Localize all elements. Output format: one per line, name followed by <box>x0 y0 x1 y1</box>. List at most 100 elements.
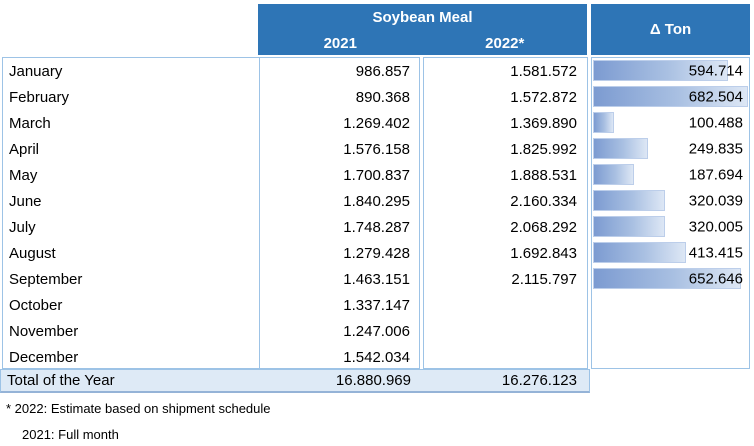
value-2021-cell: 1.542.034 <box>259 344 419 370</box>
delta-value-cell: 682.504 <box>688 88 743 106</box>
column-header-2022: 2022* <box>485 34 525 52</box>
table-row: 320.039 <box>592 188 749 214</box>
table-row <box>592 344 749 370</box>
value-2021-cell: 890.368 <box>259 84 419 110</box>
delta-databar <box>593 60 728 81</box>
value-2022-cell: 1.581.572 <box>510 62 577 80</box>
column-header-delta-ton: Δ Ton <box>591 4 750 55</box>
delta-databar <box>593 268 742 289</box>
value-2022-cell <box>424 318 587 344</box>
table-row: April 1.576.158 <box>3 136 419 162</box>
value-2022-cell: 1.692.843 <box>510 244 577 262</box>
month-cell: January <box>9 62 63 80</box>
delta-ton-column: 594.714 682.504 100.488 249.835 187.694 320.0… <box>591 57 750 369</box>
table-row: August 1.279.428 <box>3 240 419 266</box>
table-row: 187.694 <box>592 162 749 188</box>
value-2022-cell: 1.888.531 <box>510 166 577 184</box>
table-row: 1.692.843 <box>424 240 587 266</box>
table-title: Soybean Meal <box>372 9 473 26</box>
table-row: 320.005 <box>592 214 749 240</box>
delta-databar <box>593 86 748 107</box>
value-2022-cell <box>424 344 587 370</box>
month-cell: August <box>9 244 56 262</box>
month-cell: September <box>9 270 83 288</box>
table-row: November 1.247.006 <box>3 318 419 344</box>
table-row <box>424 292 587 318</box>
total-2021-value: 16.880.969 <box>335 372 411 389</box>
month-and-2021-column: January 986.857 February 890.368 March 1.269.… <box>2 57 420 370</box>
delta-databar <box>593 190 665 211</box>
total-row-label: Total of the Year <box>7 372 115 389</box>
delta-value-cell: 413.415 <box>688 244 743 262</box>
delta-value-cell: 652.646 <box>688 270 743 288</box>
table-row: July 1.748.287 <box>3 214 419 240</box>
table-row: 2.068.292 <box>424 214 587 240</box>
footnote-2022-estimate: * 2022: Estimate based on shipment sched… <box>6 401 271 416</box>
table-row <box>592 292 749 318</box>
value-2021-cell: 1.247.006 <box>259 318 419 344</box>
table-row: 1.581.572 <box>424 58 587 84</box>
value-2021-cell: 1.463.151 <box>259 266 419 292</box>
value-2021-cell: 986.857 <box>259 58 419 84</box>
total-2022-value: 16.276.123 <box>501 372 577 389</box>
total-row: Total of the Year 16.880.969 16.276.123 <box>0 369 590 393</box>
value-2021-cell: 1.269.402 <box>259 110 419 136</box>
table-row: October 1.337.147 <box>3 292 419 318</box>
table-row: 249.835 <box>592 136 749 162</box>
month-cell: March <box>9 114 51 132</box>
table-row: 413.415 <box>592 240 749 266</box>
delta-value-cell: 100.488 <box>688 114 743 132</box>
value-2022-cell: 2.115.797 <box>511 270 577 288</box>
delta-value-cell: 249.835 <box>688 140 743 158</box>
delta-databar <box>593 242 687 263</box>
table-row: 1.572.872 <box>424 84 587 110</box>
table-row: 594.714 <box>592 58 749 84</box>
value-2022-cell: 2.068.292 <box>510 218 577 236</box>
value-2021-cell: 1.576.158 <box>259 136 419 162</box>
table-row: 682.504 <box>592 84 749 110</box>
delta-databar <box>593 164 635 185</box>
table-row <box>424 318 587 344</box>
month-cell: April <box>9 140 40 158</box>
value-2021-cell: 1.279.428 <box>259 240 419 266</box>
delta-value-cell: 320.039 <box>688 192 743 210</box>
table-row: 1.369.890 <box>424 110 587 136</box>
value-2022-cell: 1.572.872 <box>510 88 577 106</box>
table-row: 652.646 <box>592 266 749 292</box>
value-2022-cell: 2.160.334 <box>510 192 577 210</box>
month-cell: June <box>9 192 42 210</box>
year-header-row: 2021 2022* <box>258 31 587 55</box>
delta-databar <box>593 138 649 159</box>
delta-value-cell: 594.714 <box>688 62 743 80</box>
value-2022-cell <box>424 292 587 318</box>
value-2021-cell: 1.700.837 <box>259 162 419 188</box>
month-cell: July <box>9 218 36 236</box>
table-row: 2.160.334 <box>424 188 587 214</box>
month-cell: November <box>9 322 79 340</box>
table-row <box>424 344 587 370</box>
table-row: June 1.840.295 <box>3 188 419 214</box>
value-2022-cell: 1.825.992 <box>510 140 577 158</box>
table-row: 2.115.797 <box>424 266 587 292</box>
table-row: 1.888.531 <box>424 162 587 188</box>
table-row: 1.825.992 <box>424 136 587 162</box>
table-row <box>592 318 749 344</box>
table-row: March 1.269.402 <box>3 110 419 136</box>
delta-value-cell: 187.694 <box>688 166 743 184</box>
table-row: December 1.542.034 <box>3 344 419 370</box>
2022-column: 1.581.572 1.572.872 1.369.890 1.825.992 1.88… <box>423 57 588 369</box>
value-2022-cell: 1.369.890 <box>510 114 577 132</box>
footnote-2021-full-month: 2021: Full month <box>22 427 119 442</box>
table-row: May 1.700.837 <box>3 162 419 188</box>
month-cell: October <box>9 296 63 314</box>
table-row: January 986.857 <box>3 58 419 84</box>
table-header-group: Soybean Meal 2021 2022* <box>258 4 587 55</box>
column-header-2021: 2021 <box>323 34 357 52</box>
delta-databar <box>593 112 615 133</box>
value-2021-cell: 1.840.295 <box>259 188 419 214</box>
table-row: September 1.463.151 <box>3 266 419 292</box>
month-cell: February <box>9 88 70 106</box>
value-2021-cell: 1.337.147 <box>259 292 419 318</box>
table-row: February 890.368 <box>3 84 419 110</box>
